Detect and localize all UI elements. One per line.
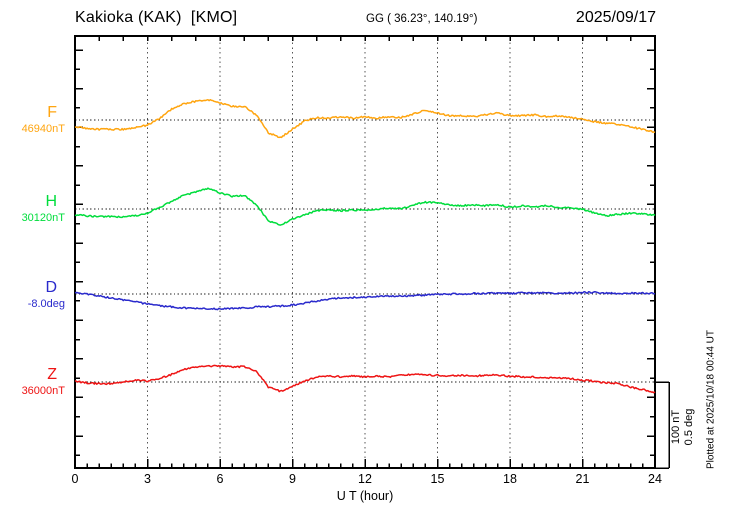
x-tick-0: 0 bbox=[71, 472, 79, 486]
x-tick-12: 12 bbox=[358, 472, 372, 486]
series-label-z: Z bbox=[47, 366, 57, 383]
plotted-at-note: Plotted at 2025/10/18 00:44 UT bbox=[705, 330, 717, 469]
series-reference-h: 30120nT bbox=[21, 212, 65, 224]
scale-bar-label: 100 nT 0.5 deg bbox=[670, 404, 696, 450]
x-tick-21: 21 bbox=[575, 472, 590, 486]
series-label-f: F bbox=[47, 104, 57, 121]
series-reference-d: -8.0deg bbox=[27, 298, 65, 310]
x-tick-24: 24 bbox=[648, 472, 662, 486]
x-tick-9: 9 bbox=[289, 472, 296, 486]
geographic-coordinates: GG ( 36.23°, 140.19°) bbox=[366, 13, 478, 25]
series-label-h: H bbox=[45, 193, 57, 210]
x-tick-6: 6 bbox=[216, 472, 224, 486]
series-label-d: D bbox=[45, 279, 57, 296]
scale-bar-deg: 0.5 deg bbox=[682, 408, 695, 446]
series-reference-z: 36000nT bbox=[21, 385, 65, 397]
x-tick-18: 18 bbox=[503, 472, 517, 486]
series-reference-f: 46940nT bbox=[21, 123, 65, 135]
x-axis-label: U T (hour) bbox=[336, 489, 394, 503]
plot-date: 2025/09/17 bbox=[575, 9, 656, 26]
x-tick-3: 3 bbox=[144, 472, 151, 486]
x-tick-15: 15 bbox=[430, 472, 445, 486]
station-title: Kakioka (KAK) [KMO] bbox=[75, 9, 238, 26]
scale-bar-nt: 100 nT bbox=[670, 409, 682, 445]
